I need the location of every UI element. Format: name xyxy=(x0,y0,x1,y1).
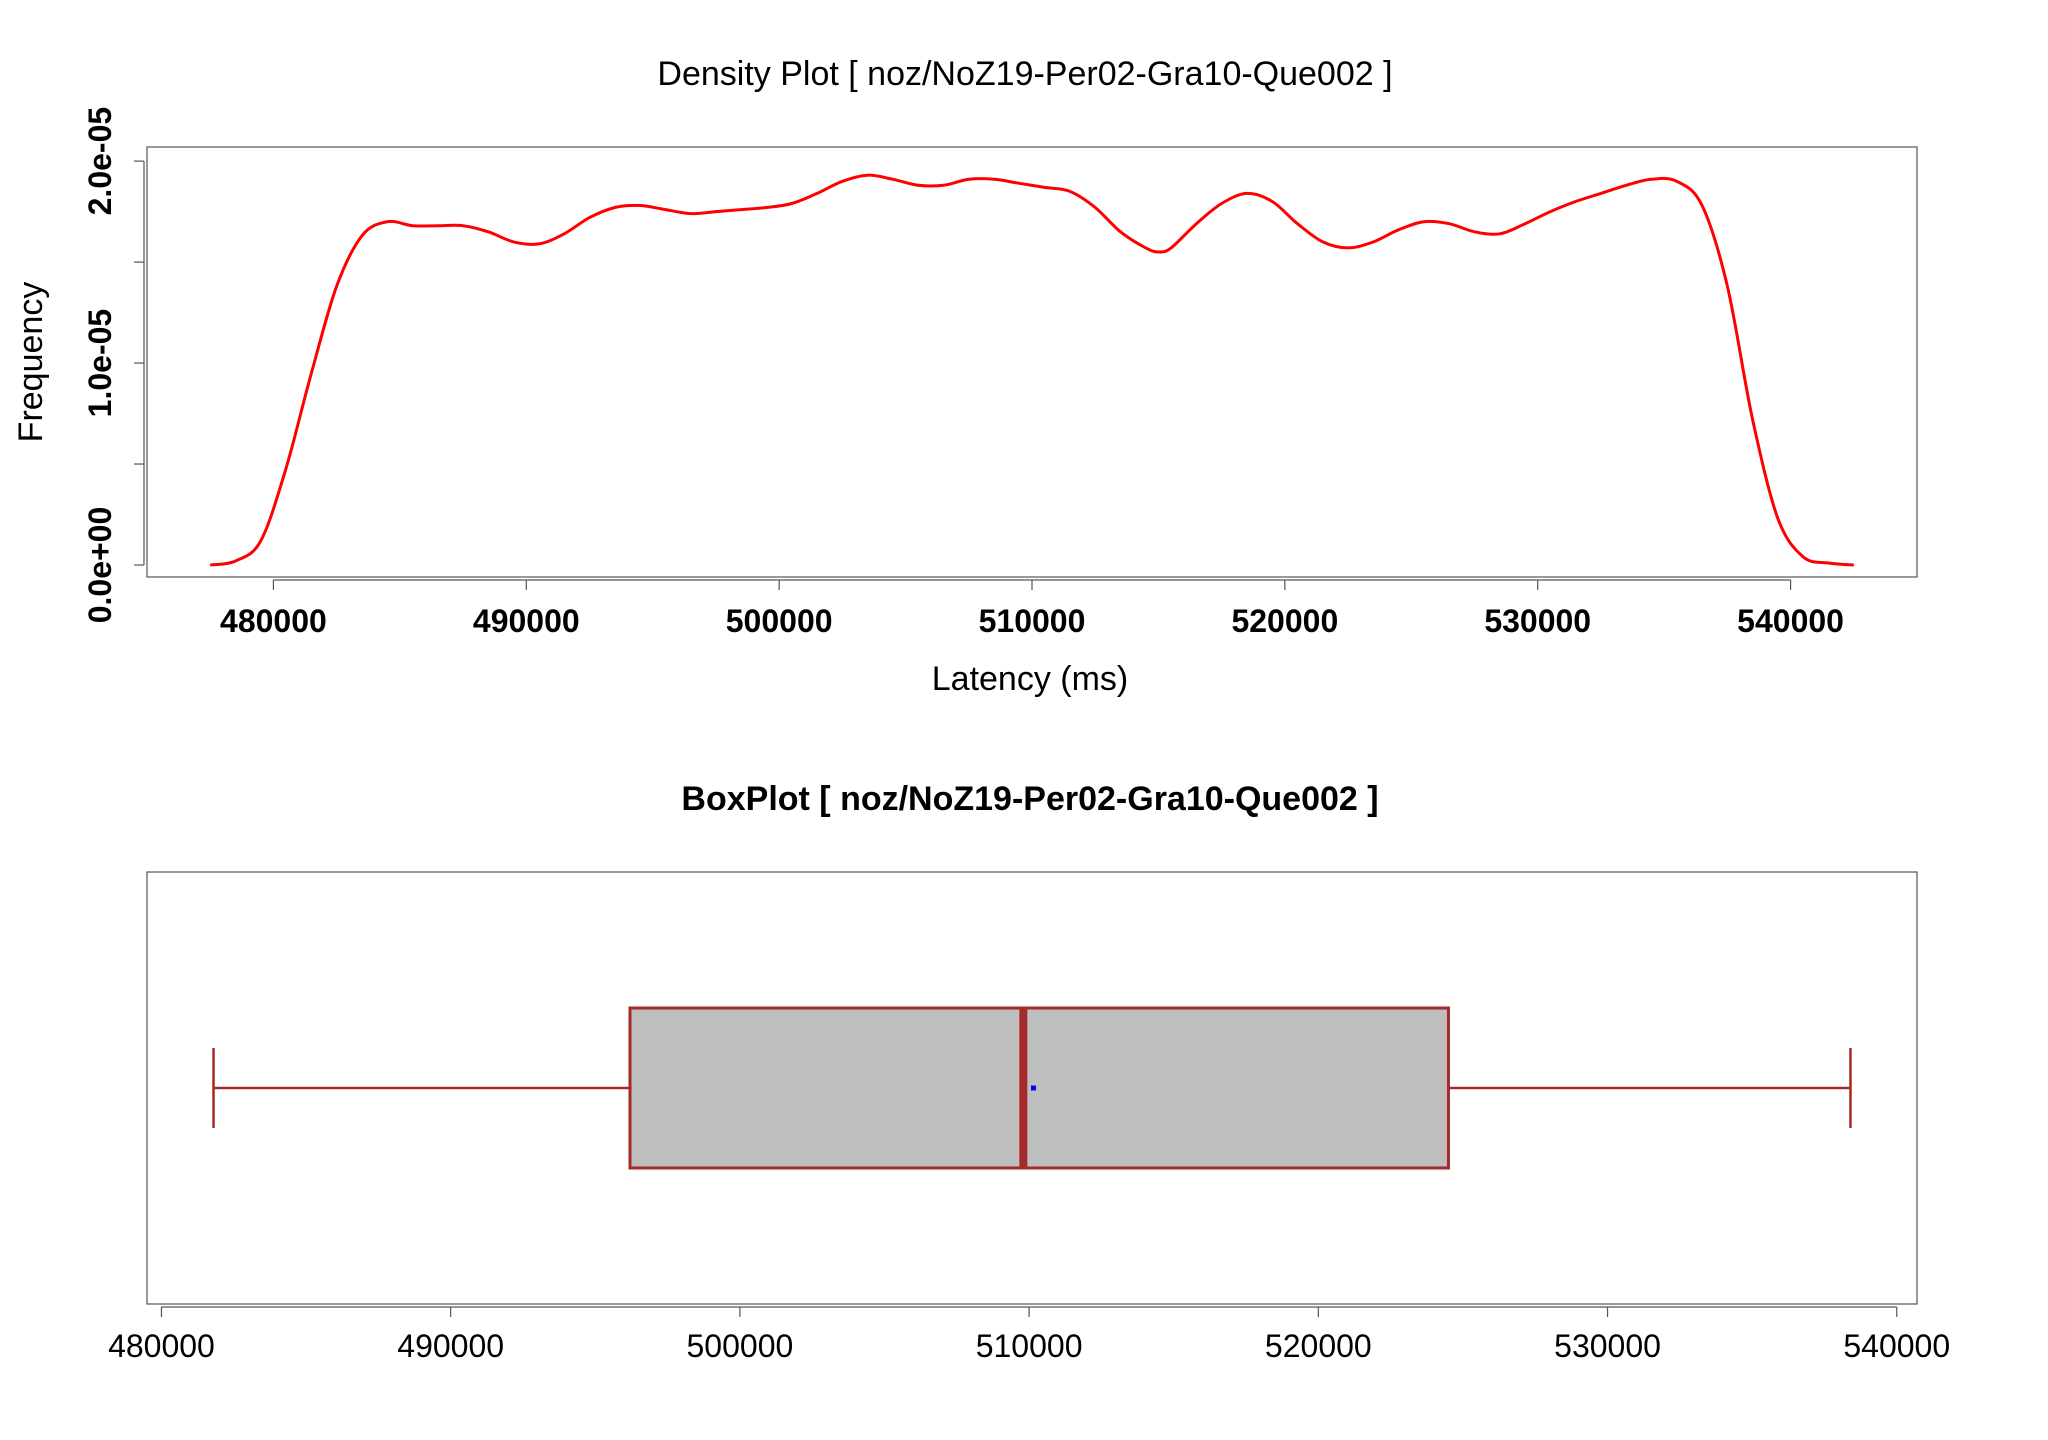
box-x-tick-label: 500000 xyxy=(687,1328,794,1364)
box-x-tick-label: 530000 xyxy=(1554,1328,1661,1364)
mean-marker xyxy=(1030,1085,1036,1091)
density-y-tick-label: 2.0e-05 xyxy=(82,107,118,216)
density-x-tick-label: 540000 xyxy=(1737,603,1844,639)
box-x-tick-label: 520000 xyxy=(1265,1328,1372,1364)
box-x-axis: 480000 490000 500000 510000 520000 530000 5400… xyxy=(108,1306,1950,1364)
box-plot: BoxPlot [ noz/NoZ19-Per02-Gra10-Que002 ]… xyxy=(108,780,1950,1364)
density-x-tick-label: 500000 xyxy=(726,603,833,639)
density-y-axis: 0.0e+00 1.0e-05 2.0e-05 xyxy=(82,107,145,624)
density-x-tick-label: 490000 xyxy=(473,603,580,639)
density-y-tick-label: 0.0e+00 xyxy=(82,507,118,624)
density-curve xyxy=(209,173,1854,567)
density-title: Density Plot [ noz/NoZ19-Per02-Gra10-Que… xyxy=(657,55,1392,93)
box-marks xyxy=(212,1006,1852,1170)
box-x-tick-label: 540000 xyxy=(1843,1328,1950,1364)
density-x-tick-label: 480000 xyxy=(220,603,327,639)
box-plot-frame xyxy=(146,871,1918,1305)
box-x-tick-label: 480000 xyxy=(108,1328,215,1364)
density-x-axis: 480000 490000 500000 510000 520000 530000 5400… xyxy=(220,579,1844,639)
density-x-tick-label: 510000 xyxy=(979,603,1086,639)
box-x-tick-label: 490000 xyxy=(397,1328,504,1364)
density-x-label: Latency (ms) xyxy=(932,660,1129,698)
box-x-tick-label: 510000 xyxy=(976,1328,1083,1364)
box-title: BoxPlot [ noz/NoZ19-Per02-Gra10-Que002 ] xyxy=(681,780,1378,818)
interquartile-box xyxy=(628,1006,1450,1170)
density-y-tick-label: 1.0e-05 xyxy=(82,309,118,418)
density-y-label: Frequency xyxy=(12,282,50,443)
density-plot: Density Plot [ noz/NoZ19-Per02-Gra10-Que… xyxy=(12,55,1918,698)
density-x-tick-label: 530000 xyxy=(1484,603,1591,639)
density-x-tick-label: 520000 xyxy=(1231,603,1338,639)
density-plot-frame xyxy=(146,146,1918,578)
